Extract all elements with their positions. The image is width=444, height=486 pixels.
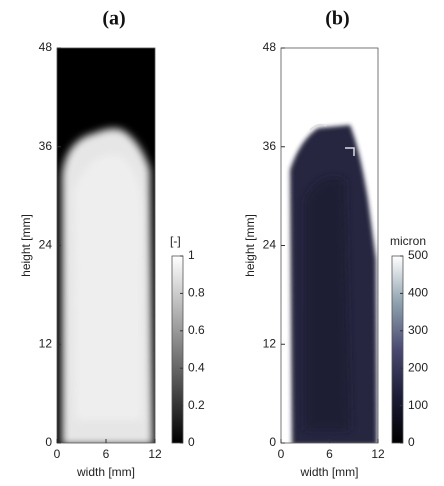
colorbar <box>171 255 184 444</box>
colorbar-label: micron <box>390 234 426 248</box>
colorbar-tick-label: 300 <box>408 323 428 337</box>
colorbar-tick-label: 0.4 <box>188 360 205 374</box>
colorbar-tick-label: 0 <box>188 435 195 449</box>
colorbar-tick-label: 500 <box>408 248 428 262</box>
x-tick-label: 6 <box>326 447 333 461</box>
y-tick-label: 48 <box>263 40 277 54</box>
y-tick-label: 24 <box>39 238 53 252</box>
y-tick-label: 0 <box>45 435 52 449</box>
y-tick-label: 36 <box>39 139 53 153</box>
colorbar-tick-label: 0.6 <box>188 323 205 337</box>
colorbar-label: [-] <box>170 234 181 248</box>
colorbar-tick-label: 200 <box>408 360 428 374</box>
x-tick-label: 6 <box>103 447 110 461</box>
y-tick-label: 12 <box>263 336 277 350</box>
colorbar-tick-label: 0 <box>408 435 415 449</box>
x-tick-label: 0 <box>278 447 285 461</box>
y-tick-label: 24 <box>263 238 277 252</box>
x-axis-label: width [mm] <box>299 465 358 479</box>
colorbar-tick-label: 400 <box>408 286 428 300</box>
y-tick-label: 0 <box>269 435 276 449</box>
colorbar <box>391 255 404 444</box>
heatmap-image <box>57 48 155 443</box>
colorbar-tick-label: 1 <box>188 248 195 262</box>
x-axis-label: width [mm] <box>76 465 135 479</box>
heatmap-image <box>281 48 378 443</box>
x-tick-label: 12 <box>371 447 385 461</box>
y-axis-label: height [mm] <box>19 214 33 277</box>
colorbar-tick-label: 0.2 <box>188 398 205 412</box>
y-tick-label: 48 <box>39 40 53 54</box>
panel-title: (b) <box>325 8 349 30</box>
panel-title: (a) <box>102 8 125 30</box>
y-tick-label: 12 <box>39 336 53 350</box>
y-tick-label: 36 <box>263 139 277 153</box>
colorbar-tick-label: 0.8 <box>188 286 205 300</box>
y-axis-label: height [mm] <box>243 214 257 277</box>
colorbar-tick-label: 100 <box>408 398 428 412</box>
x-tick-label: 0 <box>54 447 61 461</box>
x-tick-label: 12 <box>148 447 162 461</box>
